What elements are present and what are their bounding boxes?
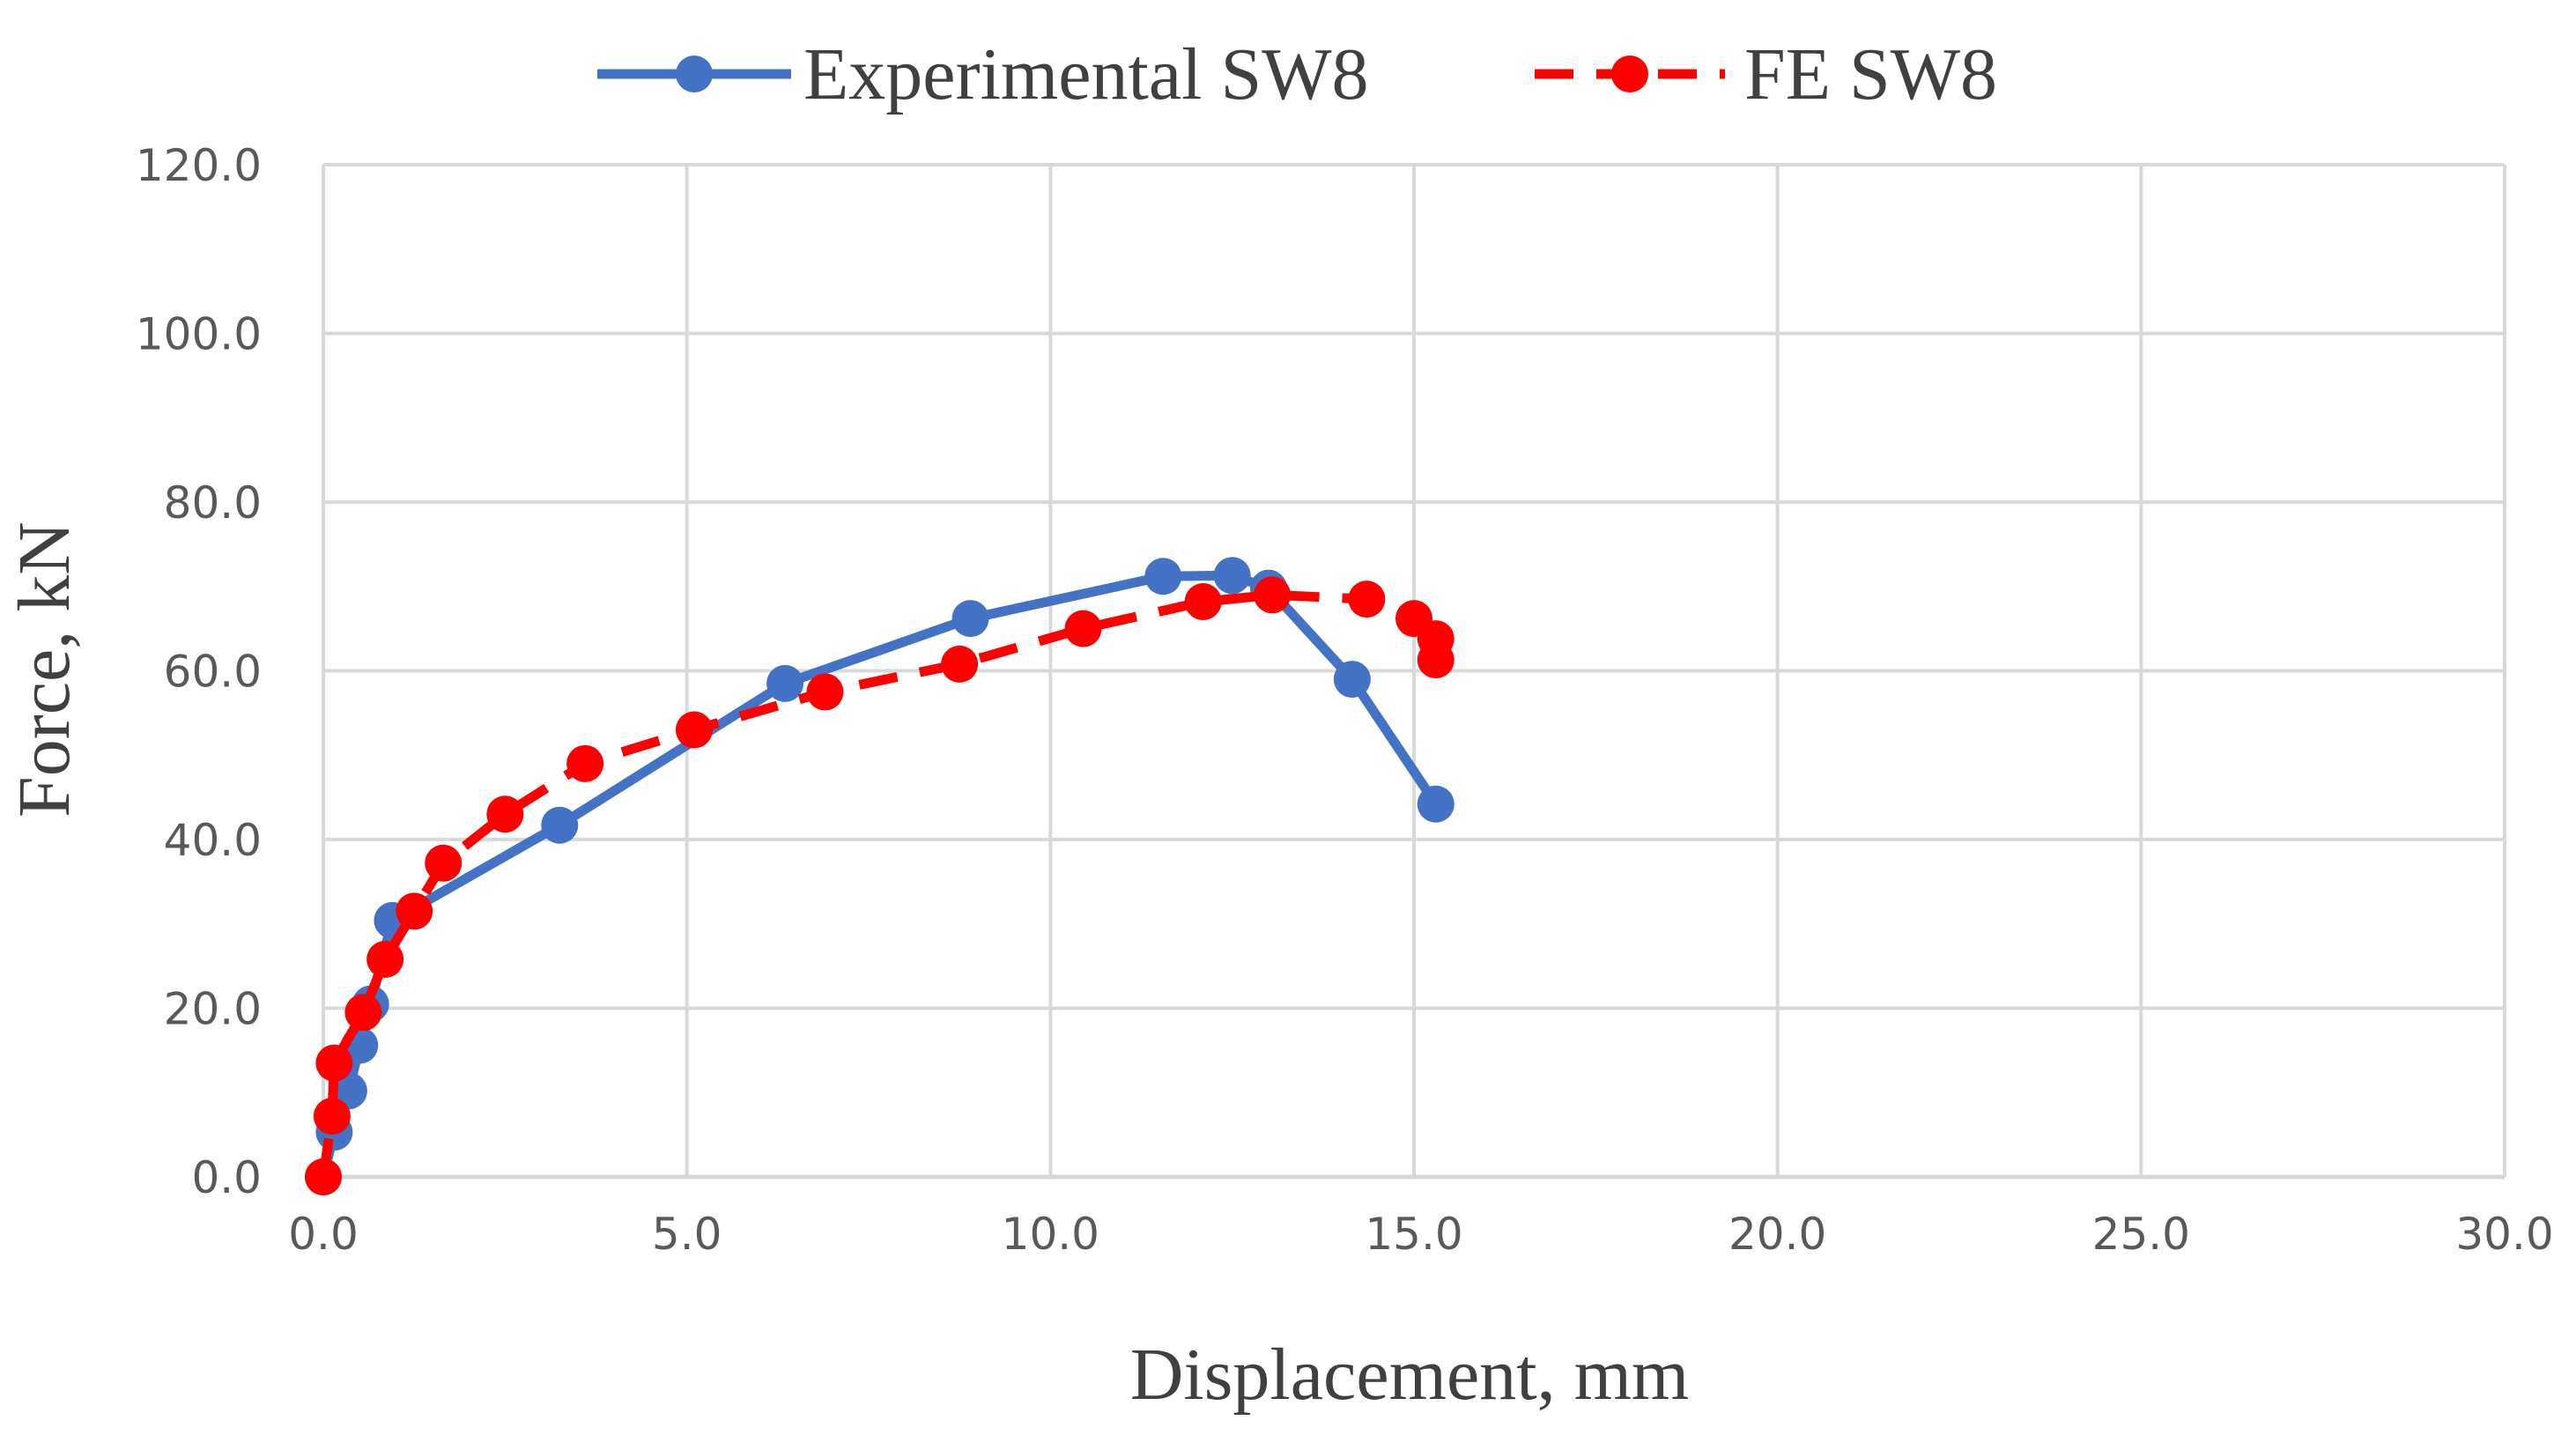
data-point-fe [486, 795, 524, 833]
data-point-fe [941, 645, 979, 683]
y-tick-label: 120.0 [136, 140, 262, 191]
data-point-fe [315, 1044, 353, 1082]
data-point-fe [425, 844, 463, 882]
data-point-fe [396, 892, 433, 930]
data-point-experimental [1333, 661, 1371, 699]
x-tick-label: 15.0 [1365, 1209, 1462, 1260]
data-point-experimental [541, 806, 579, 844]
data-point-fe [1184, 582, 1222, 620]
series-layer [305, 557, 1455, 1195]
data-point-fe [1417, 641, 1455, 679]
data-point-fe [305, 1158, 342, 1195]
data-point-fe [344, 994, 382, 1032]
x-tick-label: 5.0 [652, 1209, 722, 1260]
legend-label-fe: FE SW8 [1744, 33, 1997, 115]
data-point-experimental [1213, 557, 1251, 595]
y-tick-label: 60.0 [164, 647, 262, 698]
x-tick-label: 20.0 [1728, 1209, 1826, 1260]
data-point-fe [313, 1098, 351, 1136]
legend: Experimental SW8 FE SW8 [597, 33, 1997, 115]
x-tick-label: 30.0 [2455, 1209, 2553, 1260]
y-tick-label: 100.0 [136, 309, 262, 360]
legend-label-experimental: Experimental SW8 [803, 33, 1368, 115]
data-point-fe [1254, 576, 1292, 614]
y-tick-label: 20.0 [164, 984, 262, 1035]
legend-swatch-fe-marker [1611, 55, 1648, 92]
data-point-fe [366, 940, 404, 978]
data-point-experimental [1417, 785, 1455, 823]
data-point-fe [806, 673, 844, 711]
y-tick-label: 40.0 [164, 815, 262, 866]
data-point-experimental [951, 600, 989, 638]
data-point-experimental [766, 664, 804, 702]
y-tick-labels: 0.0 20.0 40.0 60.0 80.0 100.0 120.0 [136, 140, 262, 1203]
x-axis-title: Displacement, mm [1130, 1334, 1690, 1416]
x-tick-label: 10.0 [1002, 1209, 1099, 1260]
data-point-experimental [1144, 558, 1182, 596]
data-point-fe [675, 711, 713, 749]
x-tick-label: 0.0 [288, 1209, 359, 1260]
data-point-fe [1348, 581, 1386, 618]
legend-swatch-experimental-marker [676, 55, 713, 92]
y-tick-label: 80.0 [164, 477, 262, 529]
data-point-fe [1064, 610, 1102, 647]
y-tick-label: 0.0 [191, 1152, 262, 1203]
data-point-fe [566, 744, 604, 782]
x-tick-label: 25.0 [2092, 1209, 2190, 1260]
x-tick-labels: 0.0 5.0 10.0 15.0 20.0 25.0 30.0 [288, 1209, 2553, 1260]
y-axis-title: Force, kN [4, 522, 85, 817]
